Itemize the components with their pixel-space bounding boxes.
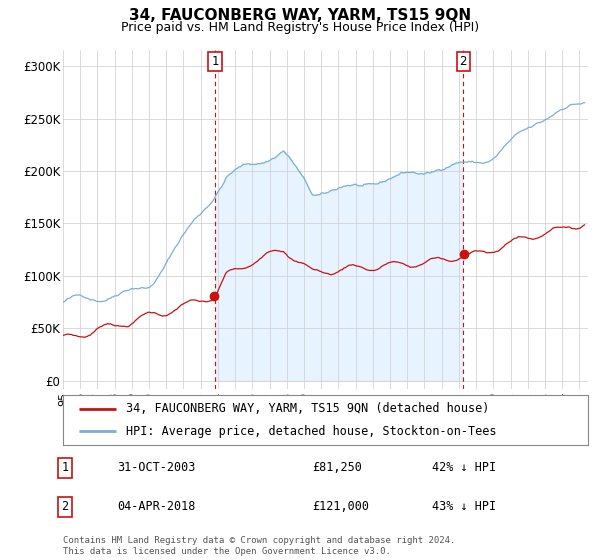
Text: 42% ↓ HPI: 42% ↓ HPI <box>432 461 496 474</box>
Text: 1: 1 <box>211 55 219 68</box>
Text: HPI: Average price, detached house, Stockton-on-Tees: HPI: Average price, detached house, Stoc… <box>126 424 497 437</box>
Text: 34, FAUCONBERG WAY, YARM, TS15 9QN: 34, FAUCONBERG WAY, YARM, TS15 9QN <box>129 8 471 24</box>
Text: £81,250: £81,250 <box>312 461 362 474</box>
Text: 04-APR-2018: 04-APR-2018 <box>117 500 196 514</box>
Text: 31-OCT-2003: 31-OCT-2003 <box>117 461 196 474</box>
Text: 34, FAUCONBERG WAY, YARM, TS15 9QN (detached house): 34, FAUCONBERG WAY, YARM, TS15 9QN (deta… <box>126 403 490 416</box>
Text: 1: 1 <box>61 461 68 474</box>
Text: 43% ↓ HPI: 43% ↓ HPI <box>432 500 496 514</box>
Text: Price paid vs. HM Land Registry's House Price Index (HPI): Price paid vs. HM Land Registry's House … <box>121 21 479 34</box>
Text: 2: 2 <box>460 55 467 68</box>
Text: Contains HM Land Registry data © Crown copyright and database right 2024.
This d: Contains HM Land Registry data © Crown c… <box>63 536 455 556</box>
Text: 2: 2 <box>61 500 68 514</box>
Text: £121,000: £121,000 <box>312 500 369 514</box>
